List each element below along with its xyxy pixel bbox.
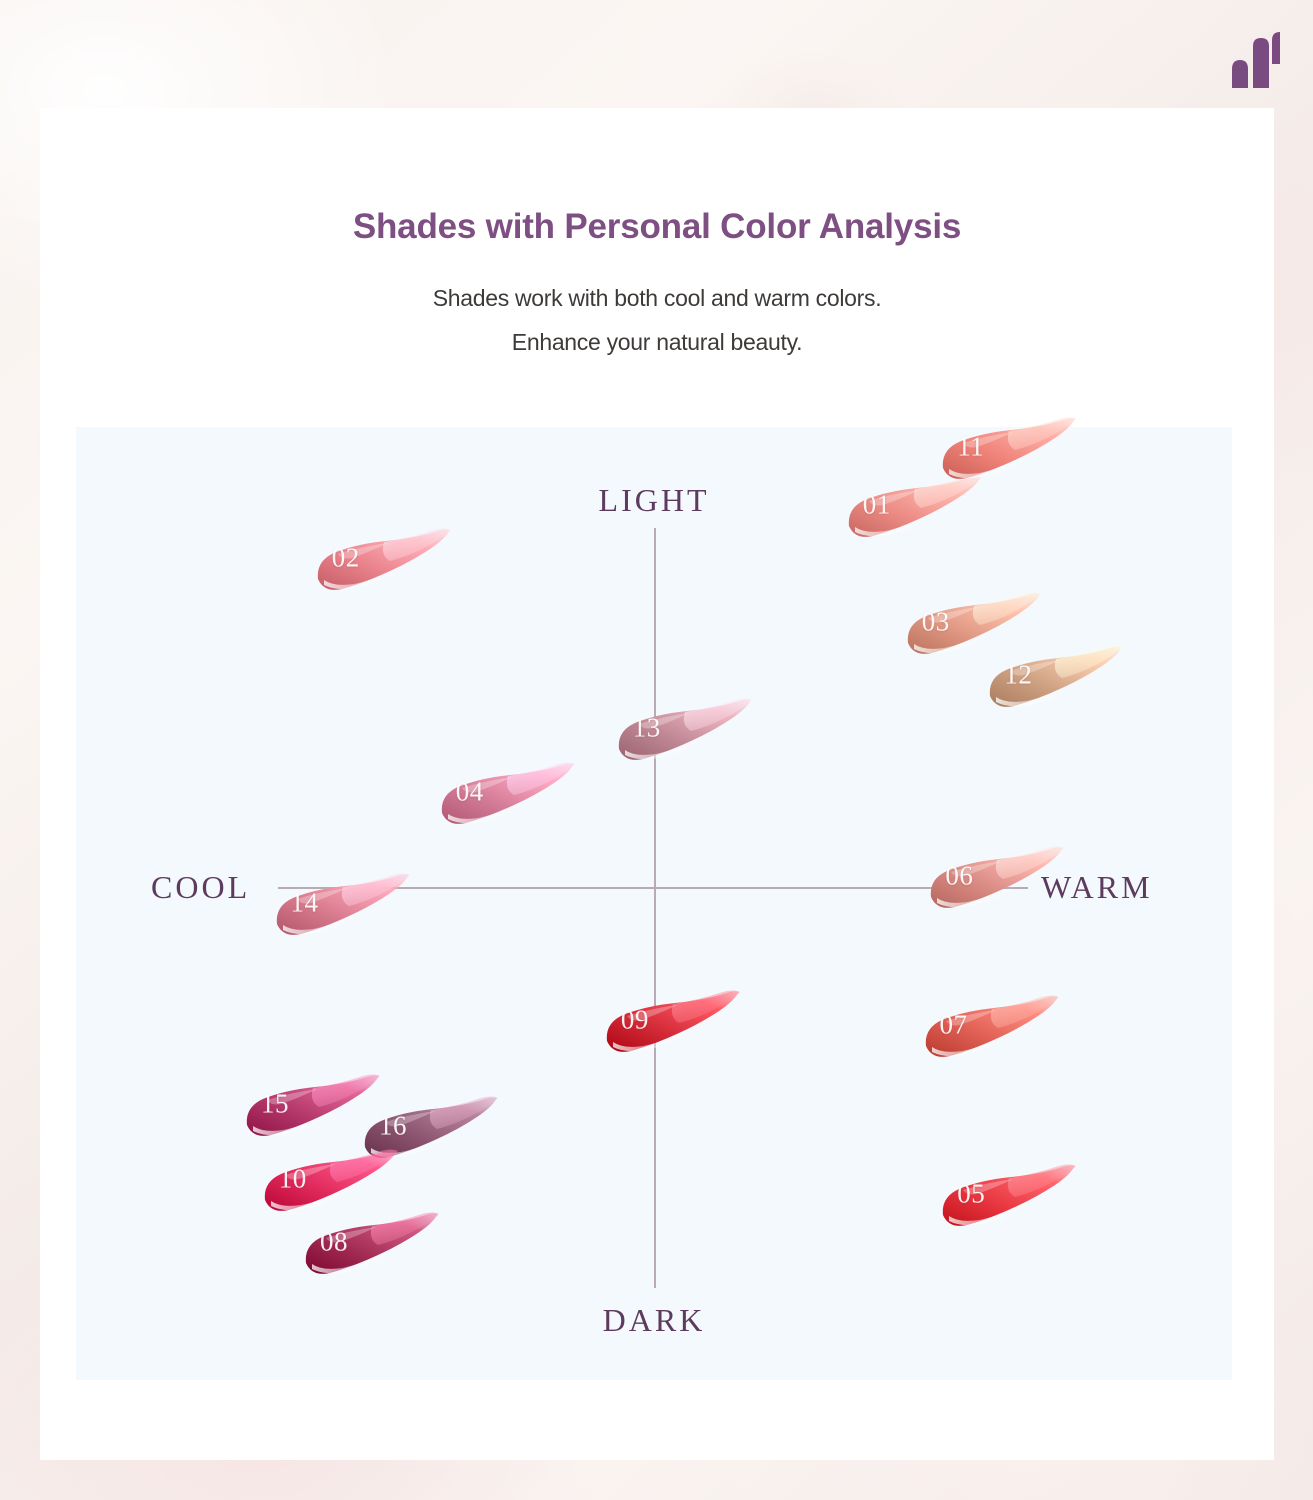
shade-swatch-05[interactable]: 05 [937, 1163, 1077, 1227]
shade-swatch-06[interactable]: 06 [925, 845, 1065, 909]
shade-swatch-11[interactable]: 11 [937, 416, 1077, 479]
horizontal-axis-line [278, 887, 1028, 889]
shade-swatch-07[interactable]: 07 [920, 994, 1059, 1057]
swatch-shape-icon [990, 645, 1124, 707]
swatch-shape-icon [942, 1164, 1077, 1227]
shade-swatch-02[interactable]: 02 [312, 527, 451, 591]
page-title: Shades with Personal Color Analysis [352, 207, 962, 246]
axis-label-dark: DARK [602, 1302, 706, 1338]
swatch-shape-icon [606, 990, 740, 1052]
heading-block: Shades with Personal Color Analysis Shad… [40, 108, 1274, 364]
swatch-shape-icon [618, 698, 752, 760]
shade-matrix-panel: LIGHT DARK COOL WARM 01 11 02 03 12 13 04 06 14 0… [76, 417, 1232, 1380]
swatch-shape-icon [907, 592, 1041, 654]
swatch-shape-icon [246, 1074, 380, 1137]
content-card: Shades with Personal Color Analysis Shad… [40, 108, 1274, 1460]
swatch-shape-icon [441, 762, 575, 824]
bar-logo-icon [1232, 32, 1280, 88]
subtitle-line-2: Enhance your natural beauty. [511, 329, 803, 355]
axis-label-cool: COOL [151, 869, 251, 905]
swatch-shape-icon [317, 528, 451, 591]
swatch-shape-icon [942, 417, 1077, 479]
shade-swatch-10[interactable]: 10 [259, 1148, 398, 1211]
shade-swatch-08[interactable]: 08 [300, 1211, 439, 1274]
swatch-shape-icon [276, 873, 410, 935]
axis-label-light: LIGHT [598, 482, 710, 518]
shade-swatch-09[interactable]: 09 [601, 989, 740, 1052]
swatch-shape-icon [931, 846, 1065, 909]
swatch-shape-icon [848, 475, 982, 538]
axis-label-warm: WARM [1041, 869, 1153, 905]
shade-swatch-15[interactable]: 15 [241, 1073, 380, 1137]
swatch-shape-icon [925, 995, 1059, 1057]
vertical-axis-line [654, 528, 656, 1288]
shade-swatch-04[interactable]: 04 [436, 761, 575, 824]
swatch-shape-icon [264, 1149, 398, 1211]
subtitle-line-1: Shades work with both cool and warm colo… [432, 285, 882, 311]
bar-logo [1230, 30, 1284, 90]
shade-swatch-13[interactable]: 13 [613, 697, 752, 760]
shade-swatch-14[interactable]: 14 [271, 872, 410, 935]
page-subtitle: Shades work with both cool and warm colo… [40, 247, 1274, 364]
swatch-shape-icon [305, 1212, 439, 1274]
shade-swatch-12[interactable]: 12 [984, 644, 1124, 707]
